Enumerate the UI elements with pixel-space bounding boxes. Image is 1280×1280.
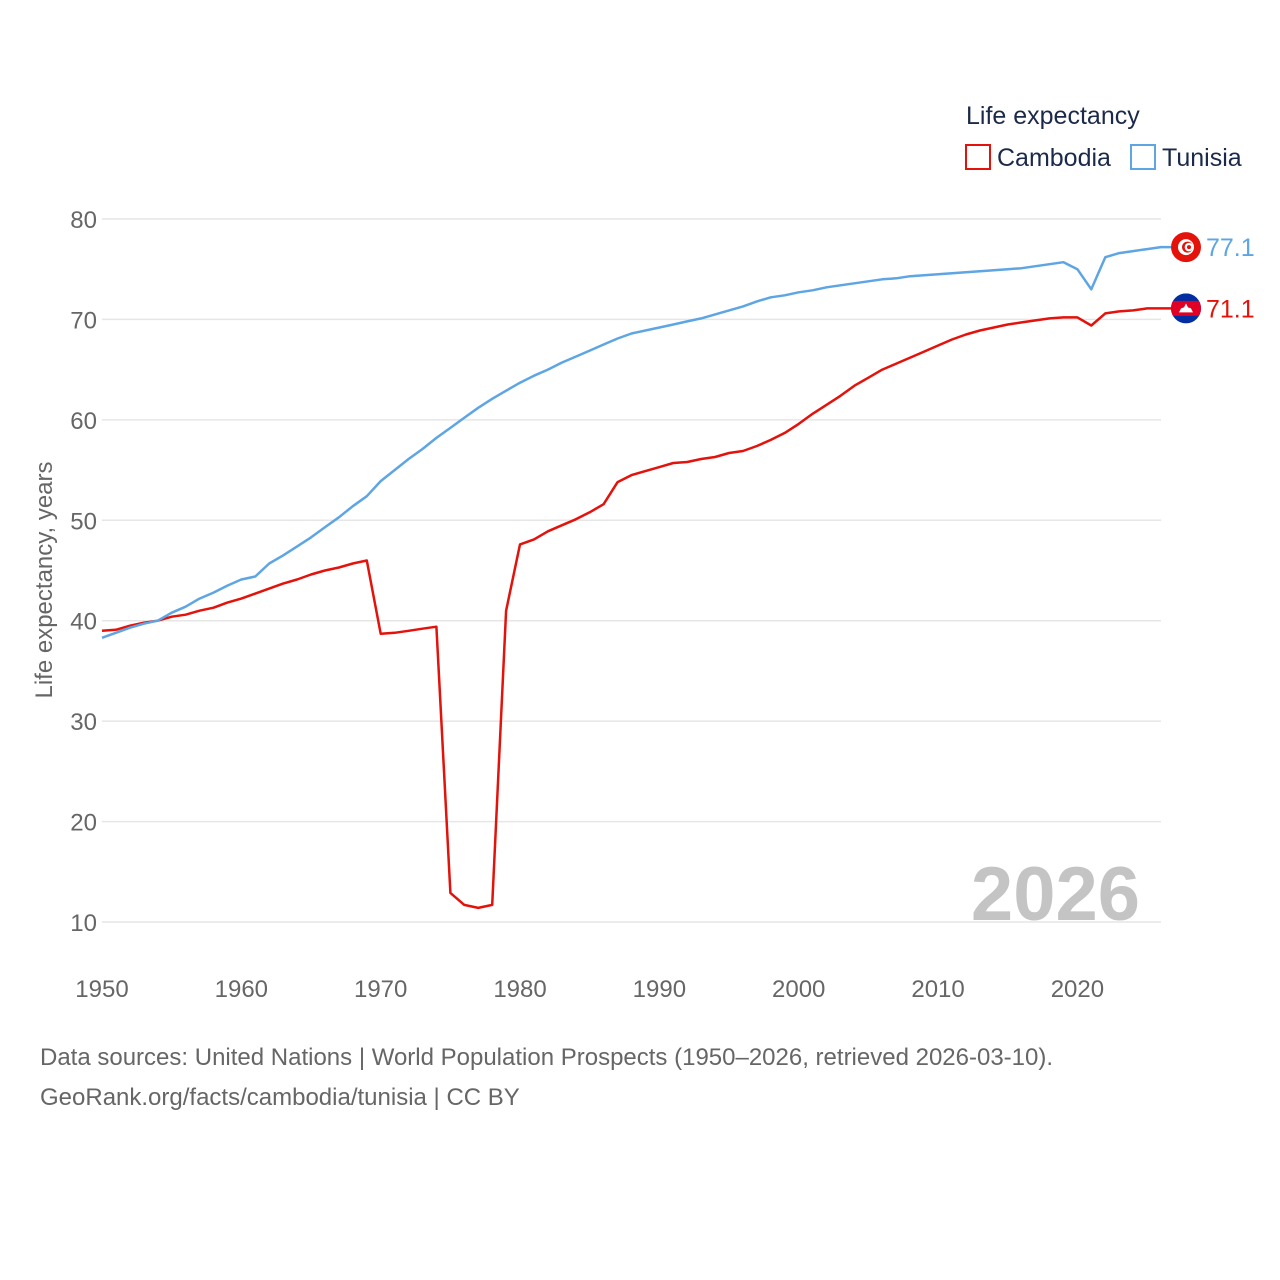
series-line-tunisia[interactable]: [101, 245, 1171, 639]
x-tick-label: 1990: [633, 976, 686, 1003]
credit-link[interactable]: GeoRank.org/facts/cambodia/tunisia | CC …: [40, 1084, 520, 1111]
legend-item-tunisia[interactable]: Tunisia: [1130, 144, 1242, 172]
y-tick-label: 50: [70, 508, 97, 535]
data-sources-note: Data sources: United Nations | World Pop…: [40, 1044, 1054, 1071]
x-tick-label: 2020: [1051, 976, 1104, 1003]
y-tick-label: 20: [70, 810, 97, 837]
legend-label-cambodia: Cambodia: [997, 144, 1111, 172]
y-tick-label: 80: [70, 207, 97, 234]
y-tick-label: 30: [70, 709, 97, 736]
legend-label-tunisia: Tunisia: [1162, 144, 1242, 172]
end-label-cambodia: 71.1: [1206, 295, 1255, 323]
cambodia-flag-icon: [1171, 293, 1201, 324]
legend-title: Life expectancy: [966, 102, 1140, 130]
y-tick-label: 70: [70, 307, 97, 334]
x-tick-label: 1980: [493, 976, 546, 1003]
x-tick-label: 2000: [772, 976, 825, 1003]
current-year-stamp: 2026: [971, 852, 1140, 937]
y-axis-title: Life expectancy, years: [31, 461, 58, 698]
end-marker-cambodia: 71.1: [1171, 293, 1255, 324]
x-tick-label: 1970: [354, 976, 407, 1003]
end-marker-tunisia: 77.1: [1171, 232, 1255, 263]
x-tick-label: 1960: [215, 976, 268, 1003]
y-tick-label: 60: [70, 408, 97, 435]
x-axis-ticks: 1950 1960 1970 1980 1990 2000 2010 2020: [75, 976, 1104, 1003]
legend-swatch-cambodia: [965, 144, 991, 170]
legend-item-cambodia[interactable]: Cambodia: [965, 144, 1111, 172]
tunisia-flag-icon: [1171, 232, 1201, 263]
life-expectancy-chart: Life expectancy Cambodia Tunisia 10 20 30 4…: [31, 102, 1255, 1003]
end-label-tunisia: 77.1: [1206, 234, 1255, 262]
legend-swatch-tunisia: [1130, 144, 1156, 170]
x-tick-label: 2010: [911, 976, 964, 1003]
series-lines: [101, 245, 1171, 910]
x-tick-label: 1950: [75, 976, 128, 1003]
y-tick-label: 10: [70, 910, 97, 937]
y-axis-ticks: 10 20 30 40 50 60 70 80: [70, 207, 97, 937]
legend: Life expectancy Cambodia Tunisia: [965, 102, 1242, 172]
y-tick-label: 40: [70, 609, 97, 636]
gridlines: [102, 218, 1161, 923]
series-line-cambodia[interactable]: [101, 307, 1171, 910]
